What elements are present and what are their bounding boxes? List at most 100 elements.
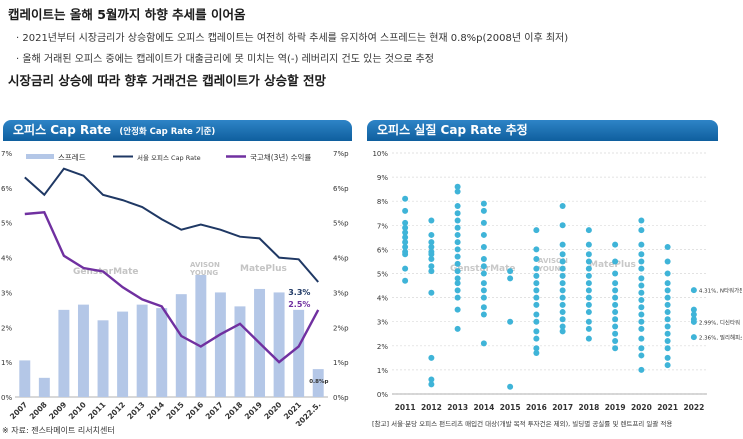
scatter-point [585,318,592,325]
scatter-point [428,256,435,263]
page-title: 캡레이트는 올해 5월까지 하향 추세를 이어옴 [8,7,246,22]
x-axis-tick-label: 2016 [184,400,205,421]
scatter-point [428,354,435,361]
scatter-point [533,301,540,308]
scatter-point [454,231,461,238]
scatter-point [690,318,697,325]
scatter-point [428,239,435,246]
scatter-point [533,318,540,325]
x-axis-tick-label: 2007 [8,400,29,421]
scatter-point [454,287,461,294]
scatter-point [454,203,461,210]
scatter-point [480,256,487,263]
treasury-yield-line [24,211,320,364]
scatter-point [480,340,487,347]
legend-label-spread: 스프레드 [58,153,86,162]
scatter-point [402,277,409,284]
scatter-point [690,334,697,341]
right-axis-tick-label: 0%p [333,394,349,402]
scatter-point [638,318,645,325]
scatter-point [402,234,409,241]
spread-bar [58,309,70,397]
y-axis-tick-label: 4% [377,295,388,303]
cap-rate-line [24,167,319,283]
y-axis-tick-label: 2% [377,343,388,351]
legend-label-treasury: 국고채(3년) 수익률 [250,152,311,162]
scatter-point [454,268,461,275]
scatter-point [664,309,671,316]
scatter-point [638,335,645,342]
reference-note: [참고] 서울·분당 오피스 펀드리츠 매입건 대상(개발 목적 투자건은 제외… [372,420,673,428]
scatter-point [612,294,619,301]
scatter-point [638,251,645,258]
watermark-text: AVISON [538,257,568,265]
watermark-text: MatePlus [589,260,636,270]
scatter-point [480,231,487,238]
y-axis-tick-label: 8% [377,198,388,206]
watermark-text: AVISON [190,261,220,269]
scatter-point [664,287,671,294]
scatter-point [454,325,461,332]
scatter-point [664,345,671,352]
scatter-point [638,304,645,311]
scatter-point [664,337,671,344]
left-axis-tick-label: 1% [1,359,12,367]
left-axis-tick-label: 0% [1,394,12,402]
left-axis-tick-label: 6% [1,185,12,193]
real-cap-rate-scatter-chart: 0%1%2%3%4%5%6%7%8%9%10%GenstarMateAVISON… [372,150,742,412]
scatter-point [612,241,619,248]
scatter-point [454,210,461,217]
x-axis-tick-label: 2013 [447,403,468,412]
scatter-point [559,265,566,272]
legend-label-cap-rate: 서울 오피스 Cap Rate [137,153,201,162]
scatter-point [428,376,435,383]
scatter-point [638,297,645,304]
watermark-text: MatePlus [240,264,287,274]
scatter-point [428,243,435,250]
scatter-point [585,335,592,342]
bullet-spread: · 2021년부터 시장금리가 상승함에도 오피스 캡레이트는 여전히 하락 추… [16,33,569,44]
scatter-point [402,251,409,258]
y-axis-tick-label: 10% [372,150,388,158]
right-axis-tick-label: 3%p [333,289,349,297]
spread-bar [156,308,168,397]
scatter-point [585,309,592,316]
x-axis-tick-label: 2017 [204,400,225,421]
scatter-point [559,272,566,279]
left-panel-header: 오피스 Cap Rate (안정화 Cap Rate 기준) [3,120,352,141]
scatter-point [585,227,592,234]
scatter-point [664,243,671,250]
watermark-text: GenstarMate [73,267,139,277]
scatter-point [612,330,619,337]
right-axis-tick-label: 4%p [333,255,349,263]
left-panel-title: 오피스 Cap Rate [13,123,112,137]
scatter-point [585,325,592,332]
x-axis-tick-label: 2009 [47,400,68,421]
x-axis-tick-label: 2008 [28,400,49,421]
legend-swatch-spread [26,154,54,159]
x-axis-tick-label: 2013 [125,400,146,421]
spread-bar [175,294,187,397]
scatter-point [454,275,461,282]
cap-rate-combo-chart: 0% 1% 2% 3% 4% 5% 6% 7% 0%p 1%p 2%p 3%p 4%p 5%p 6%p 7%p… [1,150,349,426]
scatter-point [559,280,566,287]
right-axis-tick-label: 1%p [333,359,349,367]
scatter-point [428,268,435,275]
scatter-point [454,217,461,224]
left-axis-tick-label: 4% [1,255,12,263]
scatter-point [480,219,487,226]
right-axis-tick-label: 5%p [333,220,349,228]
y-axis-tick-label: 9% [377,174,388,182]
right-panel-title: 오피스 실질 Cap Rate 추정 [377,123,528,137]
spread-bar [97,320,109,397]
cap-rate-end-label: 3.3% [288,288,310,297]
bullet-negative-leverage: · 올해 거래된 오피스 중에는 캡레이트가 대출금리에 못 미치는 역(-) … [16,54,434,65]
scatter-point [612,270,619,277]
scatter-point [480,263,487,270]
scatter-point [533,350,540,357]
scatter-point [559,323,566,330]
scatter-point [612,258,619,265]
x-axis-tick-label: 2016 [526,403,547,412]
left-panel-subtitle: (안정화 Cap Rate 기준) [119,127,216,137]
scatter-point [638,311,645,318]
